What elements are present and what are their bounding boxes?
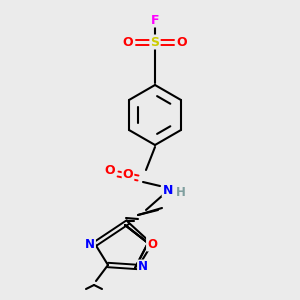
Text: N: N (138, 260, 148, 274)
Text: H: H (177, 185, 187, 199)
Text: O: O (147, 238, 157, 250)
Text: F: F (151, 14, 159, 26)
Text: O: O (177, 35, 187, 49)
Text: O: O (123, 167, 133, 181)
Text: H: H (176, 187, 186, 200)
Text: O: O (123, 35, 133, 49)
Text: N: N (163, 184, 173, 196)
Text: N: N (85, 238, 95, 250)
Text: O: O (105, 164, 115, 176)
Text: S: S (151, 35, 160, 49)
Text: N: N (163, 184, 173, 196)
